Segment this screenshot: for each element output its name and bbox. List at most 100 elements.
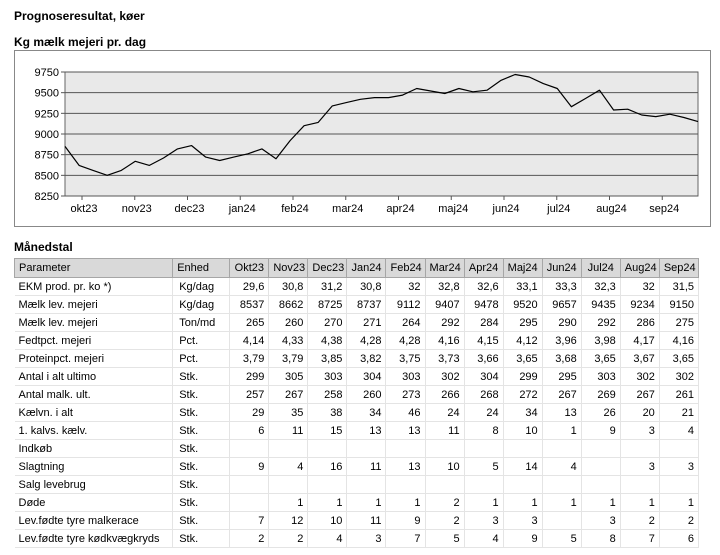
table-row: EKM prod. pr. ko *) Kg/dag 29,6 30,8 31,2 30,… — [14, 277, 700, 296]
x-tick-label: dec23 — [175, 203, 205, 215]
table-cell: 284 — [464, 313, 504, 332]
table-cell: 4,33 — [268, 331, 309, 350]
table-cell — [385, 475, 426, 494]
table-cell — [425, 439, 465, 458]
table-cell: 304 — [464, 367, 504, 386]
table-cell: 3,68 — [542, 349, 582, 368]
column-header: Dec23 — [307, 258, 348, 278]
table-cell: 3,85 — [307, 349, 348, 368]
table-cell: 11 — [346, 457, 387, 476]
table-cell — [542, 511, 582, 530]
table-cell: 4,17 — [620, 331, 660, 350]
table-cell: 26 — [581, 403, 621, 422]
table-cell: 4,38 — [307, 331, 348, 350]
table-cell: 3,82 — [346, 349, 387, 368]
table-cell: 32,8 — [425, 277, 465, 296]
table-cell — [229, 439, 270, 458]
table-cell: 6 — [229, 421, 270, 440]
table-cell: 1 — [346, 493, 387, 512]
table-cell: 29 — [229, 403, 270, 422]
table-cell: 13 — [385, 421, 426, 440]
table-row: Fedtpct. mejeri Pct. 4,14 4,33 4,38 4,28 4,28 4… — [14, 331, 700, 350]
table-cell: 2 — [268, 529, 309, 548]
table-cell: 4,14 — [229, 331, 270, 350]
table-cell: 3 — [503, 511, 543, 530]
table-cell: 35 — [268, 403, 309, 422]
table-cell: 1 — [503, 493, 543, 512]
x-tick-label: jun24 — [492, 203, 520, 215]
table-row: Døde Stk. 1 1 1 1 2 1 1 1 1 1 1 — [14, 493, 700, 512]
table-cell: 8662 — [268, 295, 309, 314]
row-parameter: Antal i alt ultimo — [14, 367, 174, 386]
row-parameter: Lev.fødte tyre kødkvægkryds — [14, 529, 174, 548]
table-cell: 302 — [425, 367, 465, 386]
table-cell: 290 — [542, 313, 582, 332]
table-cell: 9234 — [620, 295, 660, 314]
y-tick-label: 9250 — [35, 108, 59, 120]
table-cell: 267 — [620, 385, 660, 404]
table-cell: 30,8 — [346, 277, 387, 296]
y-tick-label: 8250 — [35, 191, 59, 203]
table-cell: 267 — [542, 385, 582, 404]
table-cell: 4,28 — [385, 331, 426, 350]
table-row: Slagtning Stk. 9 4 16 11 13 10 5 14 4 3 3 — [14, 457, 700, 476]
table-cell: 9150 — [659, 295, 700, 314]
row-parameter: Lev.fødte tyre malkerace — [14, 511, 174, 530]
table-cell — [464, 439, 504, 458]
table-cell: 3,98 — [581, 331, 621, 350]
table-cell: 272 — [503, 385, 543, 404]
table-cell — [229, 475, 270, 494]
row-unit: Stk. — [172, 511, 231, 530]
table-cell: 12 — [268, 511, 309, 530]
table-cell: 265 — [229, 313, 270, 332]
table-row: Antal malk. ult. Stk. 257 267 258 260 273 266 26… — [14, 385, 700, 404]
line-chart: 8250 8500 8750 9000 9250 9500 9750 okt23 nov23 de… — [14, 50, 711, 227]
table-cell: 7 — [229, 511, 270, 530]
table-cell: 8 — [581, 529, 621, 548]
table-cell: 1 — [307, 493, 348, 512]
table-cell: 266 — [425, 385, 465, 404]
row-parameter: EKM prod. pr. ko *) — [14, 277, 174, 296]
table-row: Indkøb Stk. — [14, 439, 700, 458]
table-cell: 260 — [346, 385, 387, 404]
y-tick-label: 8500 — [35, 170, 59, 182]
table-body: EKM prod. pr. ko *) Kg/dag 29,6 30,8 31,2 30,… — [14, 277, 700, 548]
row-parameter: Fedtpct. mejeri — [14, 331, 174, 350]
table-cell: 264 — [385, 313, 426, 332]
table-cell: 3 — [346, 529, 387, 548]
table-cell: 24 — [464, 403, 504, 422]
table-cell: 46 — [385, 403, 426, 422]
table-cell: 9 — [503, 529, 543, 548]
table-row: Proteinpct. mejeri Pct. 3,79 3,79 3,85 3,82 3,… — [14, 349, 700, 368]
table-cell: 4,12 — [503, 331, 543, 350]
table-cell — [542, 439, 582, 458]
y-tick-label: 8750 — [35, 150, 59, 162]
y-tick-label: 9500 — [35, 88, 59, 100]
column-header: Feb24 — [385, 258, 426, 278]
table-cell: 9520 — [503, 295, 543, 314]
table-cell: 2 — [229, 529, 270, 548]
table-cell — [659, 439, 700, 458]
table-cell — [464, 475, 504, 494]
table-cell: 3 — [464, 511, 504, 530]
page-title: Prognoseresultat, køer — [14, 9, 145, 23]
x-tick-label: jul24 — [546, 203, 570, 215]
table-cell: 31,2 — [307, 277, 348, 296]
table-row: 1. kalvs. kælv. Stk. 6 11 15 13 13 11 8 10 1 9 3 4 — [14, 421, 700, 440]
table-cell: 4 — [307, 529, 348, 548]
table-cell: 9 — [581, 421, 621, 440]
table-cell: 3,65 — [659, 349, 700, 368]
table-cell: 3,73 — [425, 349, 465, 368]
y-tick-label: 9000 — [35, 129, 59, 141]
table-cell: 4,16 — [659, 331, 700, 350]
table-cell: 16 — [307, 457, 348, 476]
table-row: Lev.fødte tyre kødkvægkryds Stk. 2 2 4 3 7 5 4 9 5… — [14, 529, 700, 548]
table-cell: 4 — [659, 421, 700, 440]
row-unit: Ton/md — [172, 313, 231, 332]
column-header: Nov23 — [268, 258, 309, 278]
x-tick-label: sep24 — [649, 203, 679, 215]
table-cell: 8725 — [307, 295, 348, 314]
table-cell: 32,3 — [581, 277, 621, 296]
column-header: Parameter — [13, 258, 174, 278]
table-cell: 305 — [268, 367, 309, 386]
